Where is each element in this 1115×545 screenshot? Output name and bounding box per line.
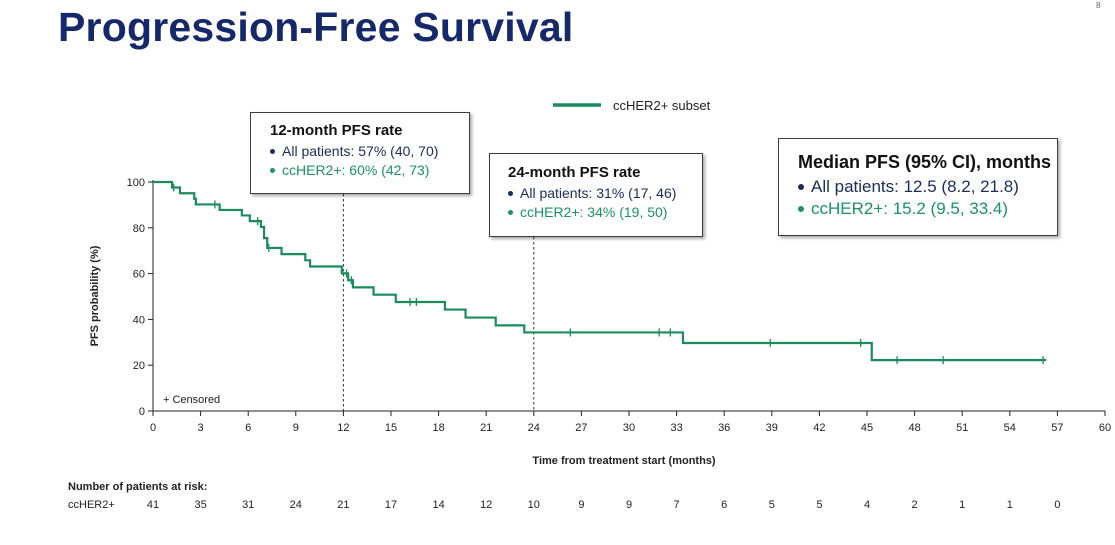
risk-value: 0 (1054, 499, 1060, 511)
risk-value: 17 (385, 499, 397, 511)
x-tick-label: 36 (718, 422, 730, 434)
risk-value: 9 (578, 499, 584, 511)
annotation-median-all-text: All patients: 12.5 (8.2, 21.8) (811, 177, 1019, 196)
risk-value: 2 (912, 499, 918, 511)
annotation-24-month: 24-month PFS rate All patients: 31% (17,… (489, 153, 703, 237)
annotation-12-month-title: 12-month PFS rate (270, 122, 403, 139)
bullet-icon (270, 149, 275, 154)
slide-title: Progression-Free Survival (58, 4, 574, 50)
x-tick-label: 51 (956, 422, 968, 434)
annotation-median-ccher2-text: ccHER2+: 15.2 (9.5, 33.4) (811, 199, 1009, 218)
annotation-median-ccher2: ccHER2+: 15.2 (9.5, 33.4) (798, 198, 1057, 220)
y-tick-label: 0 (139, 406, 145, 418)
x-tick-label: 45 (861, 422, 873, 434)
x-tick-label: 24 (528, 422, 540, 434)
risk-value: 12 (480, 499, 492, 511)
x-tick-label: 48 (908, 422, 920, 434)
bullet-icon (798, 184, 804, 190)
y-tick-label: 100 (127, 177, 145, 189)
bullet-icon (508, 191, 513, 196)
x-tick-label: 30 (623, 422, 635, 434)
annotation-24-month-ccher2-text: ccHER2+: 34% (19, 50) (520, 204, 668, 220)
annotation-median-pfs: Median PFS (95% CI), months All patients… (778, 138, 1058, 236)
annotation-24-month-all-text: All patients: 31% (17, 46) (520, 185, 677, 201)
risk-value: 1 (959, 499, 965, 511)
risk-value: 31 (242, 499, 254, 511)
km-step-line (153, 180, 1047, 362)
annotation-12-month-all: All patients: 57% (40, 70) (270, 142, 469, 161)
risk-value: 5 (816, 499, 822, 511)
bullet-icon (270, 168, 275, 173)
x-tick-label: 9 (293, 422, 299, 434)
risk-value: 14 (432, 499, 444, 511)
legend-series-label: ccHER2+ subset (613, 98, 711, 113)
bullet-icon (508, 210, 513, 215)
x-tick-label: 33 (670, 422, 682, 434)
annotation-12-month-ccher2: ccHER2+: 60% (42, 73) (270, 161, 469, 180)
x-tick-label: 42 (813, 422, 825, 434)
slide-number: 8 (1096, 1, 1101, 10)
x-tick-label: 27 (575, 422, 587, 434)
x-tick-label: 6 (245, 422, 251, 434)
risk-table-row-label: ccHER2+ (68, 499, 115, 511)
x-tick-label: 54 (1004, 422, 1016, 434)
risk-value: 10 (528, 499, 540, 511)
annotation-24-month-all: All patients: 31% (17, 46) (508, 184, 702, 203)
risk-value: 35 (194, 499, 206, 511)
y-axis-title: PFS probability (%) (89, 245, 101, 346)
risk-value: 6 (721, 499, 727, 511)
annotation-24-month-title: 24-month PFS rate (508, 164, 641, 181)
x-tick-label: 12 (337, 422, 349, 434)
annotation-median-all: All patients: 12.5 (8.2, 21.8) (798, 176, 1057, 198)
annotation-24-month-ccher2: ccHER2+: 34% (19, 50) (508, 203, 702, 222)
x-axis-title: Time from treatment start (months) (532, 455, 715, 467)
y-tick-label: 40 (133, 314, 145, 326)
risk-value: 4 (864, 499, 870, 511)
chart-series (153, 180, 1047, 365)
y-tick-label: 60 (133, 269, 145, 281)
annotation-12-month: 12-month PFS rate All patients: 57% (40,… (250, 112, 470, 194)
x-tick-label: 39 (766, 422, 778, 434)
y-tick-label: 20 (133, 360, 145, 372)
risk-value: 5 (769, 499, 775, 511)
x-tick-label: 21 (480, 422, 492, 434)
risk-value: 41 (147, 499, 159, 511)
x-tick-label: 57 (1051, 422, 1063, 434)
x-tick-label: 3 (198, 422, 204, 434)
risk-table-title: Number of patients at risk: (68, 481, 207, 493)
risk-value: 9 (626, 499, 632, 511)
x-tick-label: 15 (385, 422, 397, 434)
censored-legend-label: + Censored (163, 394, 220, 406)
risk-value: 1 (1007, 499, 1013, 511)
x-tick-label: 0 (150, 422, 156, 434)
risk-value: 24 (290, 499, 302, 511)
risk-table-values: 41 35 31 24 21 17 14 12 10 9 9 7 6 5 5 4 2 1 1 0 (147, 499, 1061, 511)
annotation-12-month-all-text: All patients: 57% (40, 70) (282, 143, 439, 159)
x-tick-label: 18 (432, 422, 444, 434)
chart-axes: 0 3 6 9 12 15 18 21 24 27 30 33 36 39 42 45 48 51 54 57 6002… (127, 177, 1111, 434)
risk-value: 21 (337, 499, 349, 511)
risk-value: 7 (674, 499, 680, 511)
bullet-icon (798, 206, 804, 212)
annotation-12-month-ccher2-text: ccHER2+: 60% (42, 73) (282, 162, 430, 178)
annotation-median-title: Median PFS (95% CI), months (798, 152, 1052, 172)
y-tick-label: 80 (133, 223, 145, 235)
x-tick-label: 60 (1099, 422, 1111, 434)
